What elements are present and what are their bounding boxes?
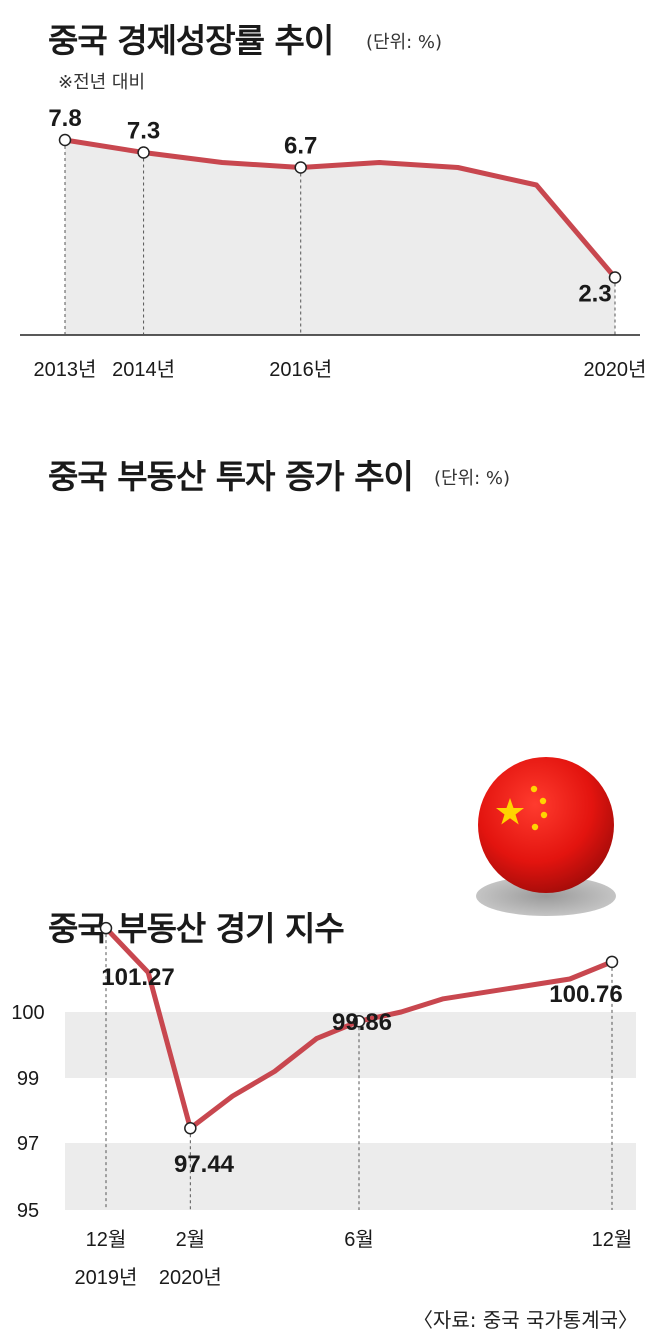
dec19-value-label: 101.27 — [101, 964, 174, 991]
gdp-line — [64, 137, 617, 280]
gdp-x-tick: 2013년 — [34, 358, 97, 381]
index-y-tick: 99 — [17, 1068, 39, 1090]
index-band-lower — [65, 1143, 636, 1210]
index-x-tick-month: 12월 — [86, 1228, 127, 1251]
index-y-tick: 100 — [11, 1002, 44, 1024]
gdp-point — [608, 271, 622, 284]
jun-value-label: 99.86 — [332, 1009, 392, 1036]
index-x-tick-year: 2019년 — [75, 1266, 138, 1289]
gdp-x-tick: 2014년 — [112, 358, 175, 381]
index-point — [99, 921, 113, 935]
feb-value-label: 97.44 — [174, 1151, 235, 1178]
gdp-value-label: 6.7 — [284, 133, 317, 160]
chart1-unit: (단위: %) — [366, 32, 443, 53]
index-point — [605, 955, 619, 969]
index-point — [352, 1014, 366, 1028]
chart1-title: 중국 경제성장률 추이 — [48, 21, 334, 60]
gdp-point — [58, 133, 72, 147]
index-x-tick-year: 2020년 — [159, 1266, 222, 1289]
index-x-tick-month: 2월 — [176, 1228, 206, 1251]
chart2-title: 중국 부동산 투자 증가 추이 — [48, 457, 414, 496]
chart3-title: 중국 부동산 경기 지수 — [48, 909, 345, 948]
gdp-value-label: 2.3 — [578, 281, 611, 308]
gdp-value-label: 7.8 — [48, 105, 81, 132]
gdp-point — [137, 146, 150, 159]
index-x-tick-month: 6월 — [344, 1228, 374, 1251]
gdp-x-tick: 2020년 — [584, 358, 647, 381]
index-y-tick: 95 — [17, 1200, 39, 1222]
gdp-x-tick: 2016년 — [269, 358, 332, 381]
gdp-growth-chart: 2013년 2014년 2016년 2020년 7.8 7.3 6.7 2.3 — [20, 105, 647, 381]
index-x-tick-month: 12월 — [592, 1228, 633, 1251]
chart1-note: ※전년 대비 — [58, 72, 146, 93]
data-source: 〈자료: 중국 국가통계국〉 — [412, 1308, 638, 1332]
index-point — [184, 1122, 197, 1135]
chart2-unit: (단위: %) — [434, 468, 511, 489]
gdp-value-label: 7.3 — [127, 118, 160, 145]
gdp-point — [294, 161, 307, 174]
gdp-area — [65, 140, 615, 335]
dec20-value-label: 100.76 — [549, 981, 622, 1008]
index-y-tick: 97 — [17, 1133, 39, 1155]
